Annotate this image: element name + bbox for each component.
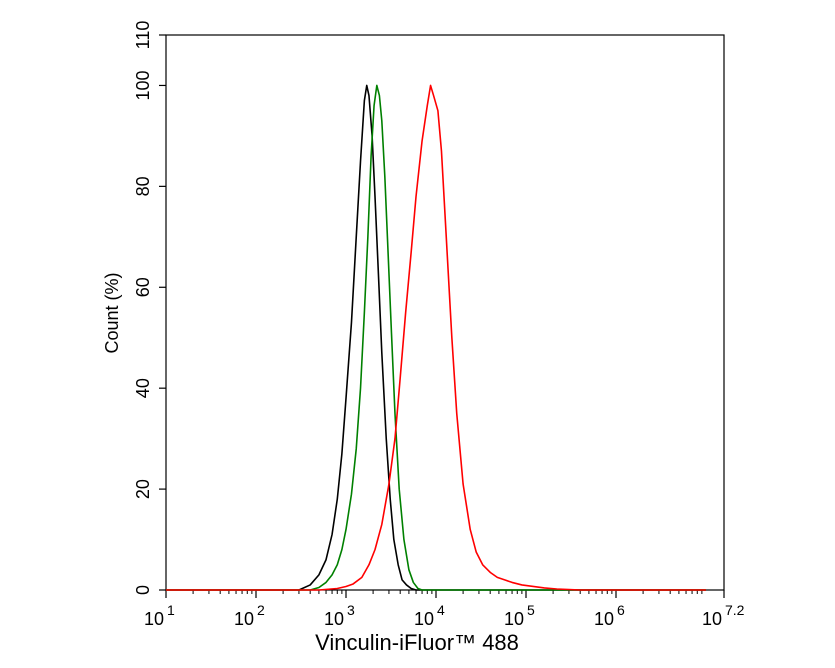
x-tick-label: 10 3 xyxy=(324,602,355,629)
y-tick-label: 20 xyxy=(133,479,153,499)
x-tick-exponent: 4 xyxy=(437,602,445,618)
x-tick-exponent: 3 xyxy=(347,602,355,618)
x-tick-exponent: 7.2 xyxy=(725,602,745,618)
x-tick-base: 10 xyxy=(324,609,344,629)
y-tick-label: 0 xyxy=(133,585,153,595)
x-tick-label: 10 4 xyxy=(414,602,445,629)
x-tick-exponent: 2 xyxy=(257,602,265,618)
series-line-3 xyxy=(166,84,706,591)
series-layer xyxy=(166,84,706,591)
y-tick-label: 40 xyxy=(133,378,153,398)
x-axis: 10 1 10 2 10 3 10 4 10 5 10 6 10 7.2 xyxy=(144,590,745,629)
x-tick-label: 10 2 xyxy=(234,602,265,629)
x-tick-exponent: 6 xyxy=(617,602,625,618)
x-tick-label: 10 5 xyxy=(504,602,535,629)
x-tick-label: 10 6 xyxy=(594,602,625,629)
y-axis: 0 20 40 60 80 100 110 xyxy=(133,21,166,595)
y-tick-label: 100 xyxy=(133,70,153,100)
y-tick-label: 80 xyxy=(133,176,153,196)
series-line-2 xyxy=(166,84,706,591)
x-tick-base: 10 xyxy=(702,609,722,629)
x-axis-label: Vinculin-iFluor™ 488 xyxy=(315,630,519,655)
plot-frame xyxy=(165,34,725,591)
x-tick-exponent: 1 xyxy=(167,602,175,618)
x-tick-base: 10 xyxy=(414,609,434,629)
series-line-1 xyxy=(166,84,706,591)
x-tick-base: 10 xyxy=(144,609,164,629)
x-tick-base: 10 xyxy=(234,609,254,629)
y-tick-label: 60 xyxy=(133,277,153,297)
x-tick-base: 10 xyxy=(594,609,614,629)
x-tick-label: 10 1 xyxy=(144,602,175,629)
x-tick-label: 10 7.2 xyxy=(702,602,745,629)
y-axis-label: Count (%) xyxy=(102,272,122,353)
x-tick-base: 10 xyxy=(504,609,524,629)
x-tick-exponent: 5 xyxy=(527,602,535,618)
y-tick-label: 110 xyxy=(133,21,153,50)
